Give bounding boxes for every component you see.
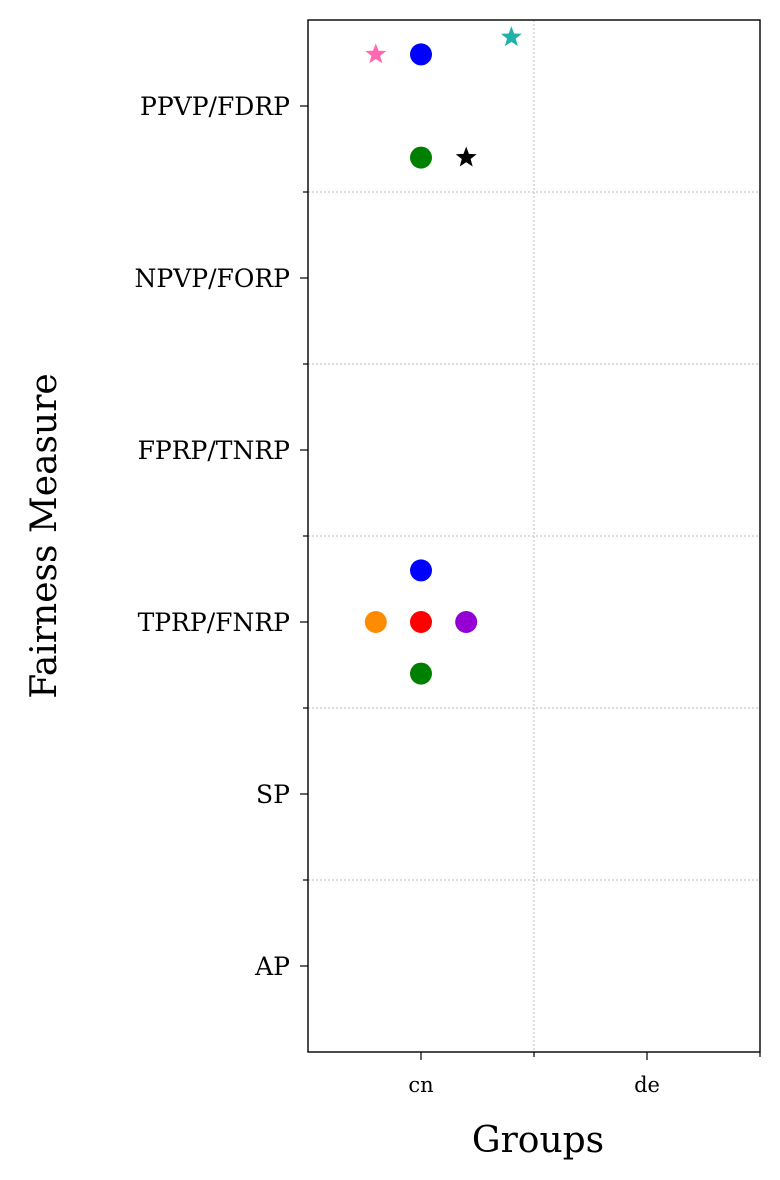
star-point — [365, 43, 387, 64]
star-point — [455, 146, 477, 167]
y-tick-label: FPRP/TNRP — [138, 436, 290, 465]
plot-frame — [307, 19, 761, 1053]
point — [410, 43, 432, 66]
point — [410, 559, 432, 582]
x-axis-label: Groups — [472, 1120, 604, 1161]
point — [364, 611, 387, 633]
star-point — [500, 26, 522, 47]
y-tick-label: SP — [256, 780, 290, 809]
x-tick-label: de — [634, 1073, 660, 1097]
point — [410, 146, 432, 169]
y-tick-label: AP — [254, 952, 290, 981]
point — [455, 611, 478, 633]
y-axis-label: Fairness Measure — [24, 373, 65, 698]
y-tick-label: NPVP/FORP — [135, 264, 290, 293]
point — [410, 662, 432, 685]
y-tick-label: PPVP/FDRP — [140, 92, 290, 121]
y-tick-label: TPRP/FNRP — [138, 608, 290, 637]
point — [410, 611, 432, 633]
x-tick-label: cn — [408, 1073, 433, 1097]
